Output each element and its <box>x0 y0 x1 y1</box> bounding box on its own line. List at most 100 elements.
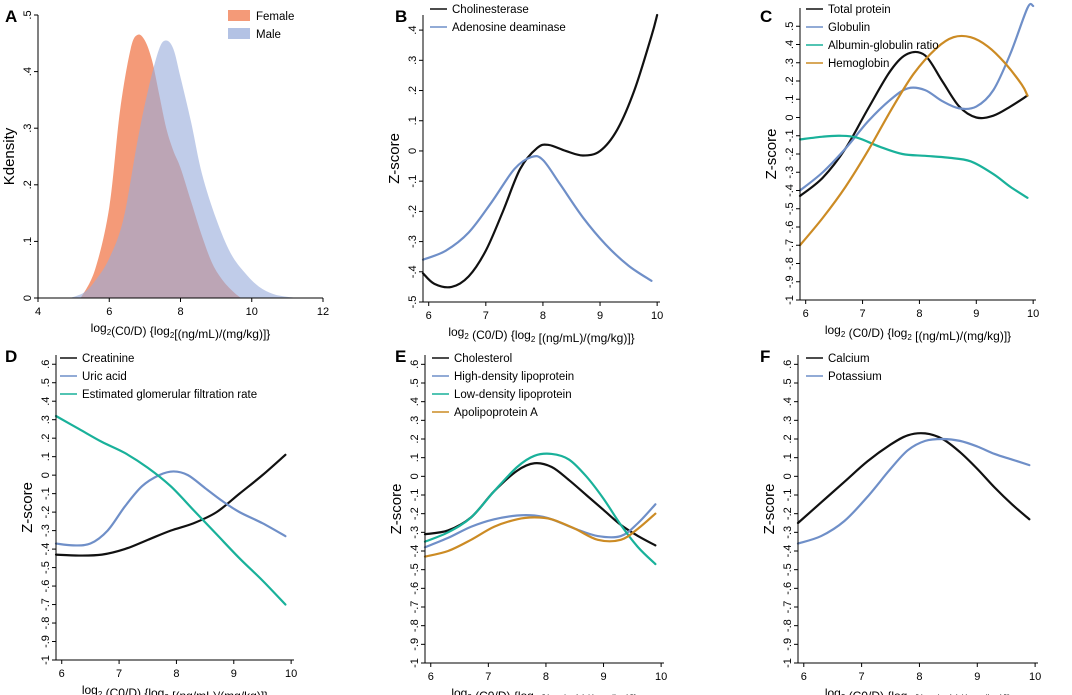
x-tick-label-a: 4 <box>35 306 41 318</box>
y-tick-label-e: -.4 <box>409 545 421 558</box>
y-tick-label-c: 0 <box>784 114 796 120</box>
legend-label-total-protein: Total protein <box>828 4 891 16</box>
x-axis-label-b: log2 (C0/D) {log2 [(ng/mL)/(mg/kg)]} <box>448 325 634 345</box>
x-axis-label-f: log2 (C0/D) {log2 [(ng/mL)/(mg/kg)]} <box>825 686 1011 695</box>
x-tick-label-a: 12 <box>317 306 329 318</box>
y-axis-label-d: Z-score <box>19 482 36 533</box>
panel-d: D -1 -.9 -.8 -.7 -.6 -.5 -.4 -.3 -.2 -.1 0 .1 .2 .3 .4.… <box>5 347 297 695</box>
y-tick-label-e: -.5 <box>409 563 421 576</box>
y-tick-label-c: -.8 <box>784 257 796 270</box>
x-tick-label-b: 7 <box>483 310 489 322</box>
x-tick-label-f: 6 <box>801 671 807 683</box>
legend-label-low-density-lipoprotein: Low-density lipoprotein <box>454 389 572 401</box>
y-tick-label-e: .4 <box>409 397 421 406</box>
x-axis-label-c: log2 (C0/D) {log2 [(ng/mL)/(mg/kg)]} <box>825 323 1011 343</box>
panel-label-a: A <box>5 7 17 26</box>
x-tick-label-a: 8 <box>177 306 183 318</box>
y-tick-label-a: .3 <box>22 124 34 133</box>
legend-f: Calcium Potassium <box>806 353 882 383</box>
y-tick-label-e: -.1 <box>409 489 421 502</box>
y-axis-label-c: Z-score <box>763 129 780 180</box>
x-tick-label-b: 8 <box>540 310 546 322</box>
y-tick-label-d: -.5 <box>40 561 52 574</box>
y-axis-label-f: Z-score <box>761 484 778 535</box>
legend-d: Creatinine Uric acid Estimated glomerular … <box>60 353 257 401</box>
panel-label-d: D <box>5 347 17 366</box>
legend-swatch-male <box>228 28 250 39</box>
y-axis-label-a: Kdensity <box>1 127 18 185</box>
y-tick-label-e: .2 <box>409 434 421 443</box>
legend-label-high-density-lipoprotein: High-density lipoprotein <box>454 371 574 383</box>
y-tick-label-e: -.6 <box>409 582 421 595</box>
y-tick-label-e: .5 <box>409 378 421 387</box>
series-line-calcium <box>796 432 1031 525</box>
x-tick-label-e: 7 <box>485 671 491 683</box>
y-tick-label-c: -.1 <box>784 129 796 142</box>
y-tick-label-f: -.3 <box>782 526 794 539</box>
x-tick-label-e: 10 <box>655 671 667 683</box>
y-tick-label-f: .1 <box>782 453 794 462</box>
x-tick-label-c: 9 <box>973 308 979 320</box>
panel-b: B -.5 -.4 -.3 -.2 -.1 0 .1 .2 .3 .4 6 7 8 9 10 Z-score lo… <box>386 4 663 345</box>
x-axis-label-a: log2(C0/D) {log2[(ng/mL)/(mg/kg)]} <box>91 321 271 341</box>
y-tick-label-b: -.1 <box>407 175 419 188</box>
y-tick-label-e: -.8 <box>409 619 421 632</box>
y-tick-label-f: -1 <box>782 658 794 668</box>
series-line-low-density-lipoprotein <box>423 452 657 566</box>
y-tick-label-f: .3 <box>782 416 794 425</box>
y-tick-label-d: -.9 <box>40 635 52 648</box>
x-tick-label-d: 7 <box>116 668 122 680</box>
y-tick-label-e: .3 <box>409 416 421 425</box>
x-tick-label-c: 6 <box>803 308 809 320</box>
y-tick-label-c: -.2 <box>784 148 796 161</box>
legend-label-hemoglobin: Hemoglobin <box>828 58 889 70</box>
legend-label-calcium: Calcium <box>828 353 870 365</box>
y-tick-label-d: -.4 <box>40 543 52 556</box>
y-tick-label-f: -.5 <box>782 563 794 576</box>
y-tick-label-c: -.6 <box>784 221 796 234</box>
legend-label-apolipoprotein-a: Apolipoprotein A <box>454 407 538 419</box>
legend-b: Cholinesterase Adenosine deaminase <box>430 4 566 34</box>
y-tick-label-d: .6 <box>40 360 52 369</box>
series-line-albumin-globulin-ratio <box>798 134 1029 199</box>
density-area-male <box>70 40 302 298</box>
panel-f: F -1 -.9 -.8 -.7 -.6 -.5 -.4 -.3 -.2 -.1 0 .1 .2 .3 .4.… <box>760 347 1041 695</box>
x-tick-label-d: 10 <box>285 668 297 680</box>
legend-label-globulin: Globulin <box>828 22 870 34</box>
y-tick-label-a: .2 <box>22 180 34 189</box>
y-tick-label-d: .2 <box>40 434 52 443</box>
y-tick-label-d: 0 <box>40 472 52 478</box>
y-tick-label-d: .3 <box>40 415 52 424</box>
legend-c: Total protein Globulin Albumin-globulin ra… <box>806 4 939 70</box>
legend-label-albumin-globulin-ratio: Albumin-globulin ratio <box>828 40 939 52</box>
legend-a: Female Male <box>228 10 294 41</box>
y-tick-label-d: -.2 <box>40 506 52 519</box>
y-tick-label-b: -.2 <box>407 205 419 218</box>
legend-label-potassium: Potassium <box>828 371 882 383</box>
series-line-uric-acid <box>54 470 287 547</box>
y-tick-label-f: .6 <box>782 360 794 369</box>
legend-label-cholinesterase: Cholinesterase <box>452 4 529 16</box>
panel-label-e: E <box>395 347 406 366</box>
panel-label-f: F <box>760 347 770 366</box>
y-tick-label-b: 0 <box>407 148 419 154</box>
y-tick-label-c: -.3 <box>784 166 796 179</box>
panel-label-c: C <box>760 7 772 26</box>
x-tick-label-c: 7 <box>859 308 865 320</box>
series-line-estimated-glomerular-filtration-rate <box>54 414 287 606</box>
y-tick-label-d: .5 <box>40 378 52 387</box>
y-tick-label-e: -.2 <box>409 507 421 520</box>
y-tick-label-e: -1 <box>409 658 421 668</box>
legend-e: Cholesterol High-density lipoprotein Low-d… <box>432 353 574 419</box>
x-tick-label-f: 7 <box>859 671 865 683</box>
y-tick-label-f: 0 <box>782 473 794 479</box>
y-tick-label-c: -.4 <box>784 184 796 197</box>
x-tick-label-f: 10 <box>1029 671 1041 683</box>
x-tick-label-a: 10 <box>246 306 258 318</box>
legend-swatch-female <box>228 10 250 21</box>
y-tick-label-a: .5 <box>22 10 34 19</box>
y-tick-label-d: -.7 <box>40 598 52 611</box>
y-tick-label-e: .6 <box>409 360 421 369</box>
x-tick-label-e: 6 <box>428 671 434 683</box>
